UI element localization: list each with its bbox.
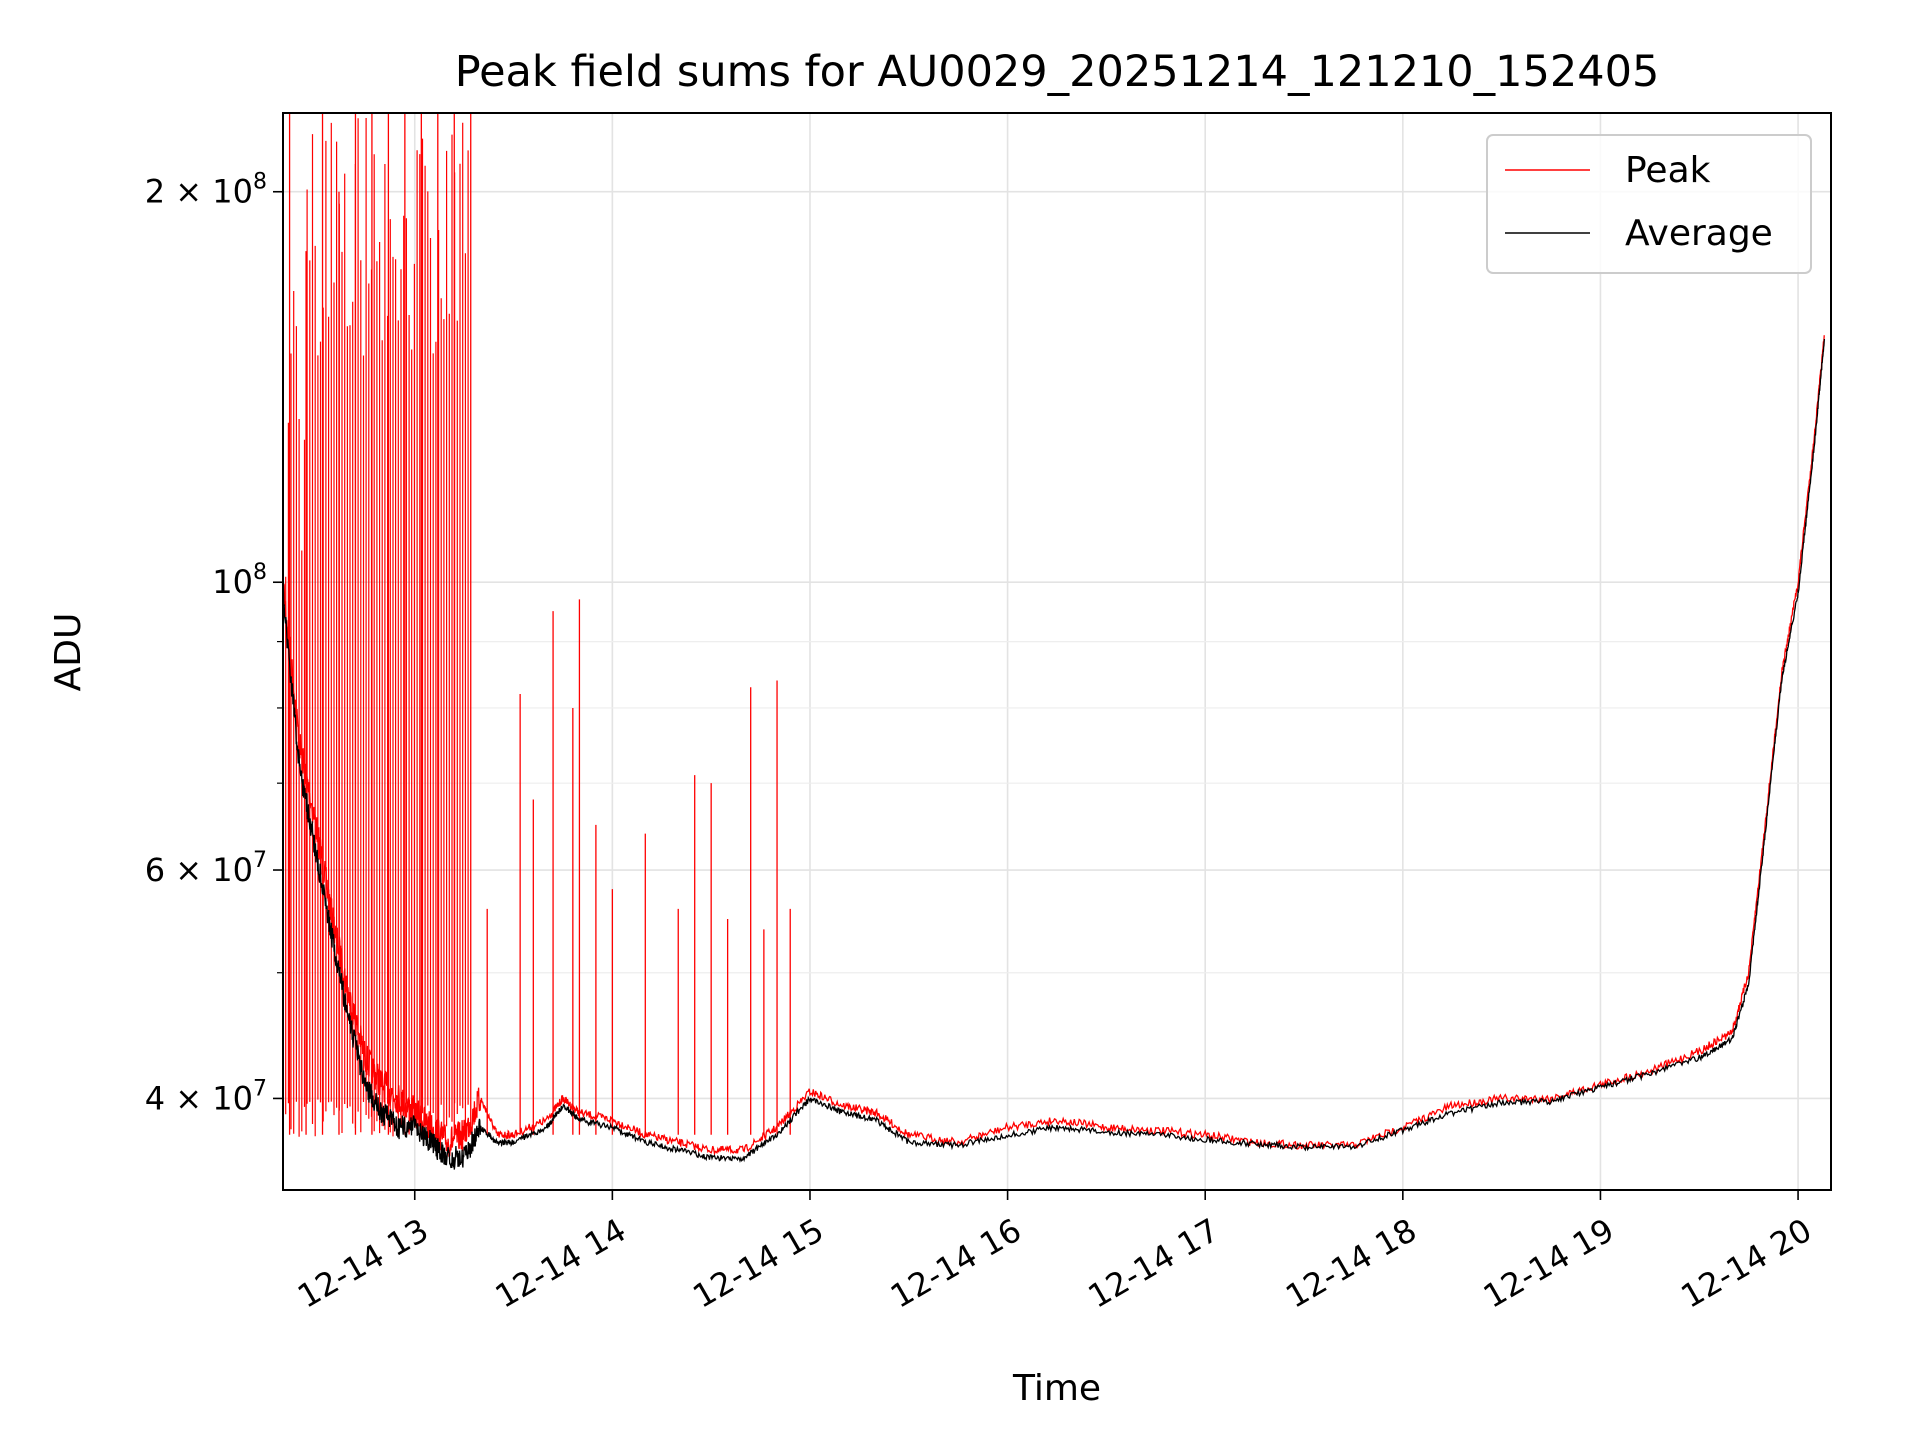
- y-axis-label: ADU: [48, 613, 89, 692]
- y-tick-label: 4 × 107: [145, 1076, 267, 1117]
- y-axis: 4 × 107 6 × 107 108 2 × 108: [145, 170, 283, 1117]
- x-axis-label: Time: [1012, 1368, 1101, 1409]
- y-tick-label: 6 × 107: [145, 848, 267, 889]
- chart-title: Peak field sums for AU0029_20251214_1212…: [455, 47, 1660, 97]
- legend-label-average: Average: [1625, 213, 1773, 254]
- grid-lines: [283, 113, 1831, 1190]
- plot-frame: [282, 112, 1832, 1191]
- y-tick-label: 2 × 108: [145, 170, 267, 211]
- y-tick-label: 108: [212, 560, 267, 601]
- series-layer: [282, 113, 1826, 1170]
- legend-label-peak: Peak: [1625, 150, 1711, 191]
- legend: Peak Average: [1486, 134, 1812, 274]
- average-series-line: [282, 338, 1826, 1170]
